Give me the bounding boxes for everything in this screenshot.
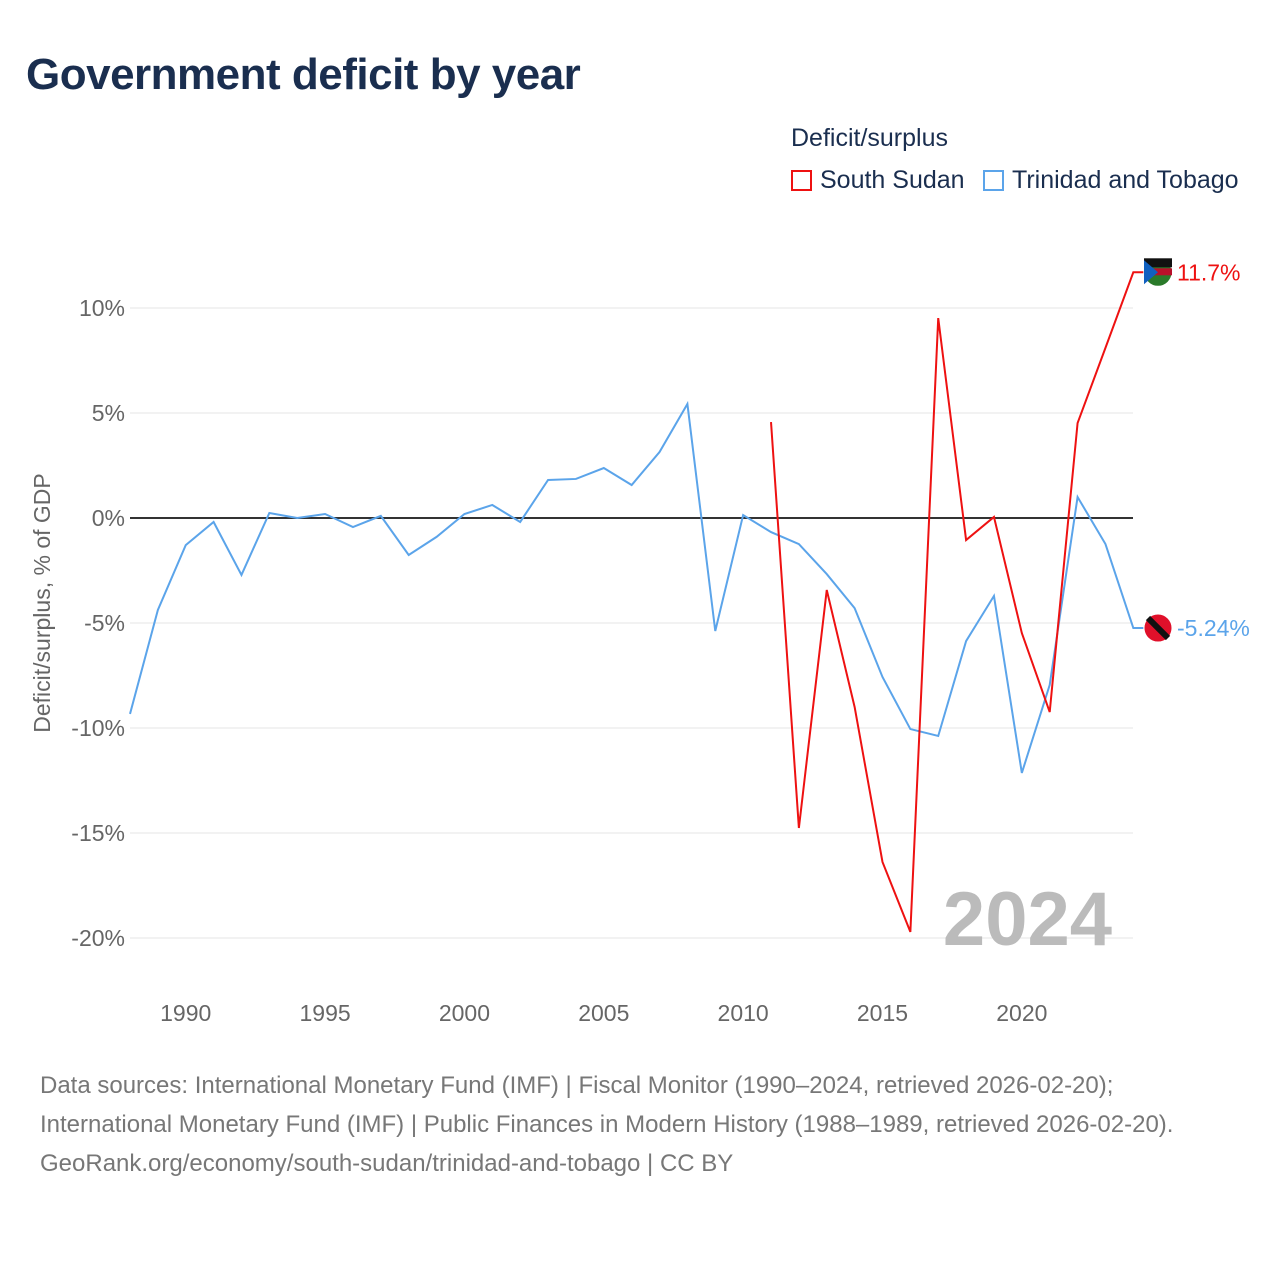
flag-stripe bbox=[1144, 268, 1172, 276]
series-line-south-sudan bbox=[770, 271, 1144, 933]
flag-stripe bbox=[1144, 258, 1172, 268]
legend-swatch bbox=[791, 170, 812, 191]
flag-triangle bbox=[1144, 260, 1158, 285]
year-label: 2024 bbox=[943, 877, 1112, 962]
y-tick-label: -5% bbox=[84, 610, 125, 636]
end-value-label: -5.24% bbox=[1177, 615, 1250, 641]
footer: Data sources: International Monetary Fun… bbox=[40, 1066, 1240, 1183]
legend-swatch bbox=[983, 170, 1004, 191]
chart-title: Government deficit by year bbox=[26, 50, 581, 99]
legend-label: Trinidad and Tobago bbox=[1012, 166, 1239, 194]
y-tick-label: -20% bbox=[71, 925, 125, 951]
y-tick-label: 5% bbox=[92, 400, 125, 426]
x-tick-label: 2010 bbox=[718, 1000, 769, 1026]
x-tick-label: 2000 bbox=[439, 1000, 490, 1026]
x-tick-label: 1990 bbox=[160, 1000, 211, 1026]
x-tick-label: 2005 bbox=[578, 1000, 629, 1026]
y-axis-label: Deficit/surplus, % of GDP bbox=[29, 473, 55, 732]
y-tick-label: 0% bbox=[92, 505, 125, 531]
y-tick-label: 10% bbox=[79, 295, 125, 321]
end-value-label: 11.7% bbox=[1177, 259, 1241, 285]
attribution-link[interactable]: GeoRank.org/economy/south-sudan/trinidad… bbox=[40, 1150, 734, 1177]
y-tick-label: -10% bbox=[71, 715, 125, 741]
sources: Data sources: International Monetary Fun… bbox=[40, 1072, 1174, 1138]
legend-title: Deficit/surplus bbox=[791, 124, 948, 152]
y-tick-label: -15% bbox=[71, 820, 125, 846]
x-tick-label: 1995 bbox=[300, 1000, 351, 1026]
series-line-trinidad-and-tobago bbox=[129, 400, 1144, 774]
legend-label: South Sudan bbox=[820, 166, 965, 194]
flag-stripe bbox=[1145, 615, 1171, 641]
x-tick-label: 2020 bbox=[996, 1000, 1047, 1026]
legend-item-south-sudan[interactable]: South Sudan bbox=[791, 166, 965, 195]
legend-item-trinidad[interactable]: Trinidad and Tobago bbox=[983, 166, 1239, 195]
x-tick-label: 2015 bbox=[857, 1000, 908, 1026]
